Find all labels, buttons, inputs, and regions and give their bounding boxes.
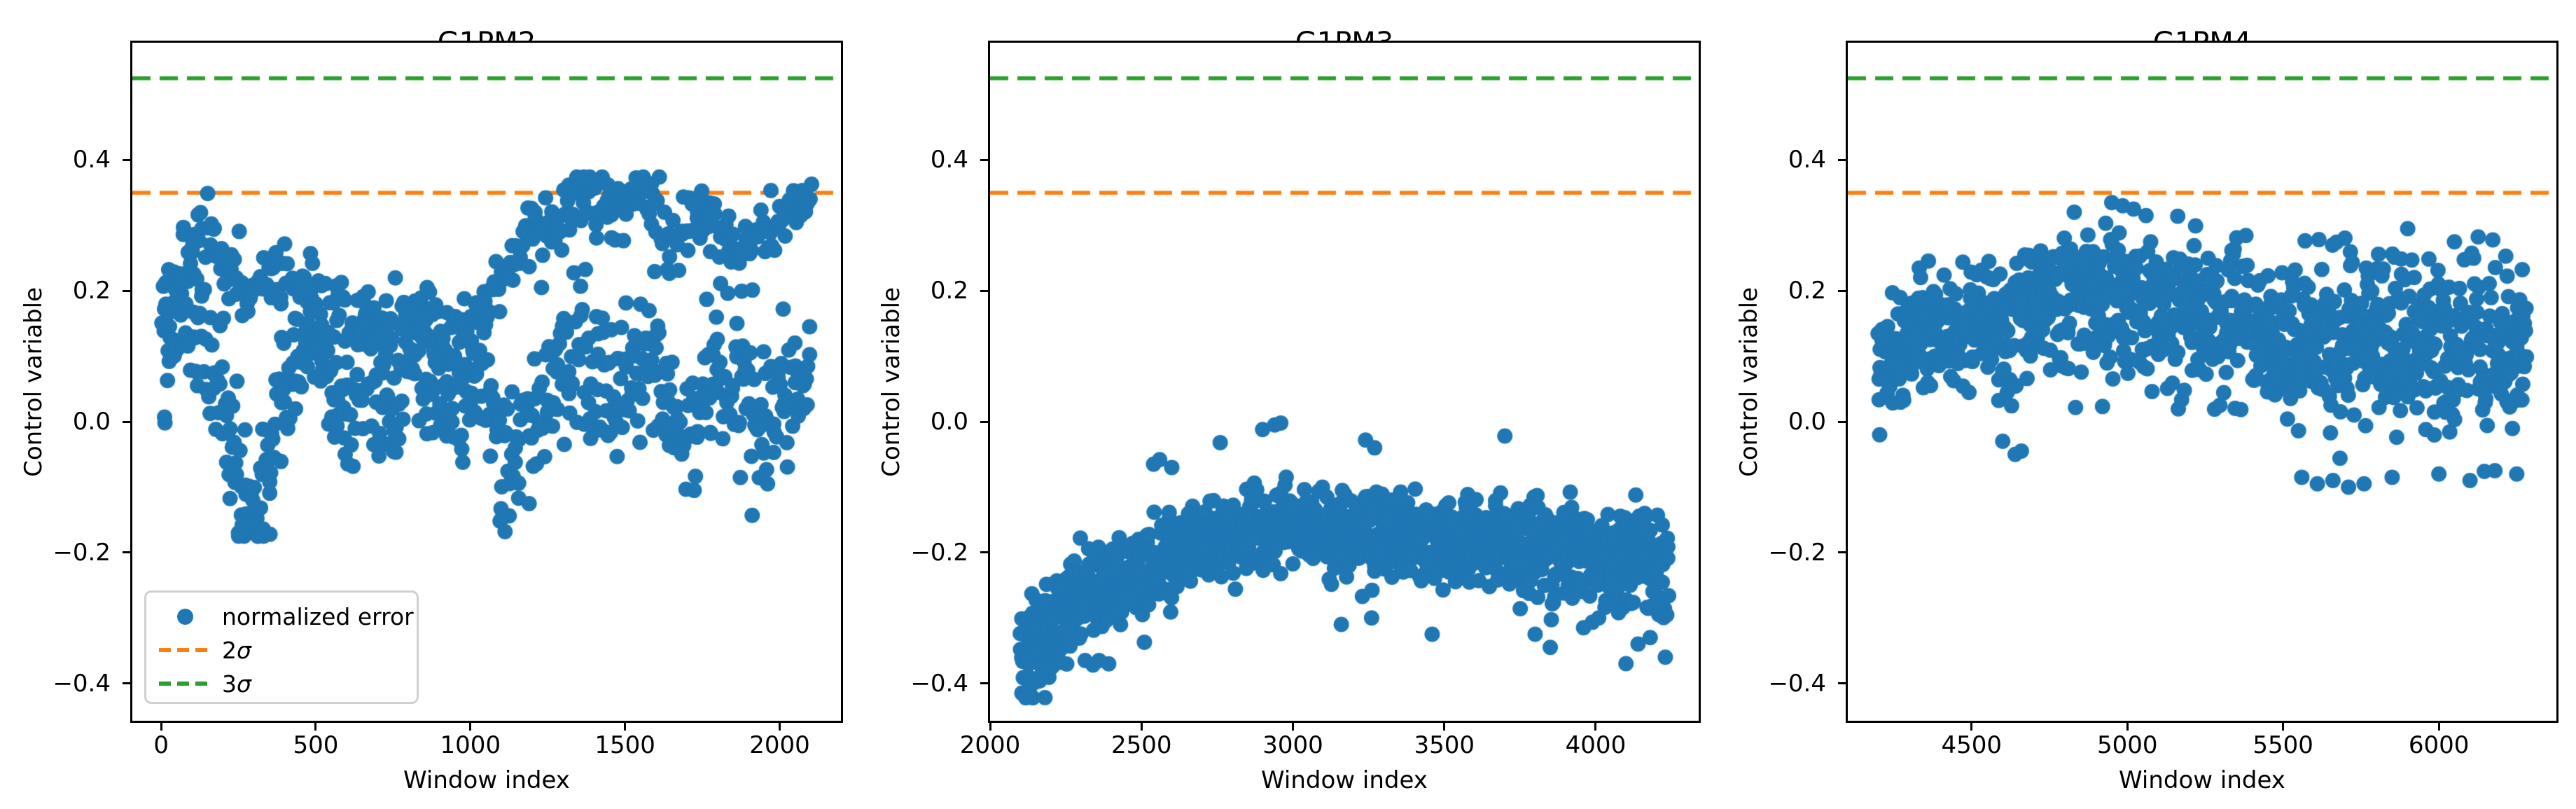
y-tick — [1838, 420, 1846, 423]
y-tick-label: 0.4 — [930, 146, 968, 174]
y-axis-label: Control variable — [1735, 286, 1763, 477]
y-tick — [1838, 158, 1846, 161]
scatter-marker-icon — [159, 608, 211, 625]
y-tick — [123, 289, 130, 292]
x-tick-label: 2000 — [959, 731, 1021, 759]
y-tick-label: −0.4 — [53, 669, 111, 698]
legend-label: normalized error — [222, 602, 414, 630]
x-tick — [1443, 723, 1446, 731]
y-tick — [123, 682, 130, 685]
x-axis-label: Window index — [2119, 766, 2285, 794]
x-tick-label: 5500 — [2253, 731, 2313, 759]
x-tick-label: 2000 — [749, 731, 810, 759]
y-tick-label: 0.2 — [72, 277, 111, 305]
plot-area — [988, 41, 1701, 723]
y-tick-label: 0.4 — [1788, 146, 1826, 174]
x-tick — [314, 723, 317, 731]
y-tick-label: 0.0 — [1788, 408, 1826, 436]
y-tick — [1838, 682, 1846, 685]
y-tick — [980, 289, 988, 292]
y-tick-label: −0.2 — [910, 538, 968, 567]
x-tick-label: 4500 — [1941, 731, 2003, 759]
dashed-line-icon — [159, 682, 211, 686]
y-tick — [980, 551, 988, 554]
y-axis-label: Control variable — [20, 286, 48, 477]
y-tick-label: 0.2 — [1788, 277, 1826, 305]
x-tick — [160, 723, 162, 731]
y-tick — [980, 158, 988, 161]
x-tick — [778, 723, 781, 731]
y-tick-label: −0.4 — [1768, 669, 1826, 698]
legend-label: 3σ — [222, 670, 251, 698]
x-tick-label: 0 — [153, 731, 169, 759]
x-tick — [2126, 723, 2129, 731]
legend-item-normalized-error: normalized error — [146, 600, 417, 633]
x-tick — [624, 723, 627, 731]
x-tick — [989, 723, 991, 731]
x-tick — [469, 723, 472, 731]
x-tick-label: 3000 — [1262, 731, 1323, 759]
y-tick-label: −0.4 — [910, 669, 968, 698]
x-tick-label: 1000 — [440, 731, 501, 759]
x-axis-label: Window index — [1261, 766, 1428, 794]
x-tick — [2437, 723, 2440, 731]
y-tick — [1838, 289, 1846, 292]
y-tick-label: 0.0 — [930, 408, 968, 436]
y-tick — [980, 682, 988, 685]
y-tick — [1838, 551, 1846, 554]
y-tick-label: 0.4 — [72, 146, 111, 174]
y-tick-label: −0.2 — [1768, 538, 1826, 567]
dashed-line-icon — [159, 648, 211, 652]
y-tick — [123, 551, 130, 554]
x-tick-label: 1500 — [594, 731, 655, 759]
legend: normalized error 2σ 3σ — [144, 590, 419, 704]
x-tick-label: 4000 — [1565, 731, 1627, 759]
x-tick — [1594, 723, 1597, 731]
x-tick-label: 500 — [293, 731, 339, 759]
y-tick — [123, 158, 130, 161]
x-axis-label: Window index — [403, 766, 570, 794]
y-tick-label: 0.2 — [930, 277, 968, 305]
scatter-canvas — [990, 43, 1699, 721]
legend-label: 2σ — [222, 636, 251, 664]
plot-area — [1846, 41, 2558, 723]
y-axis-label: Control variable — [877, 286, 905, 477]
x-tick-label: 6000 — [2408, 731, 2470, 759]
plot-area: normalized error 2σ 3σ — [130, 41, 843, 723]
x-tick-label: 3500 — [1414, 731, 1475, 759]
y-tick — [123, 420, 130, 423]
x-tick-label: 2500 — [1111, 731, 1172, 759]
x-tick — [2282, 723, 2285, 731]
legend-item-3sigma: 3σ — [146, 667, 417, 700]
legend-item-2sigma: 2σ — [146, 633, 417, 667]
y-tick-label: 0.0 — [72, 408, 111, 436]
x-tick — [1291, 723, 1294, 731]
y-tick — [980, 420, 988, 423]
x-tick-label: 5000 — [2096, 731, 2158, 759]
x-tick — [1140, 723, 1143, 731]
scatter-canvas — [1848, 43, 2556, 721]
x-tick — [1970, 723, 1973, 731]
y-tick-label: −0.2 — [53, 538, 111, 567]
